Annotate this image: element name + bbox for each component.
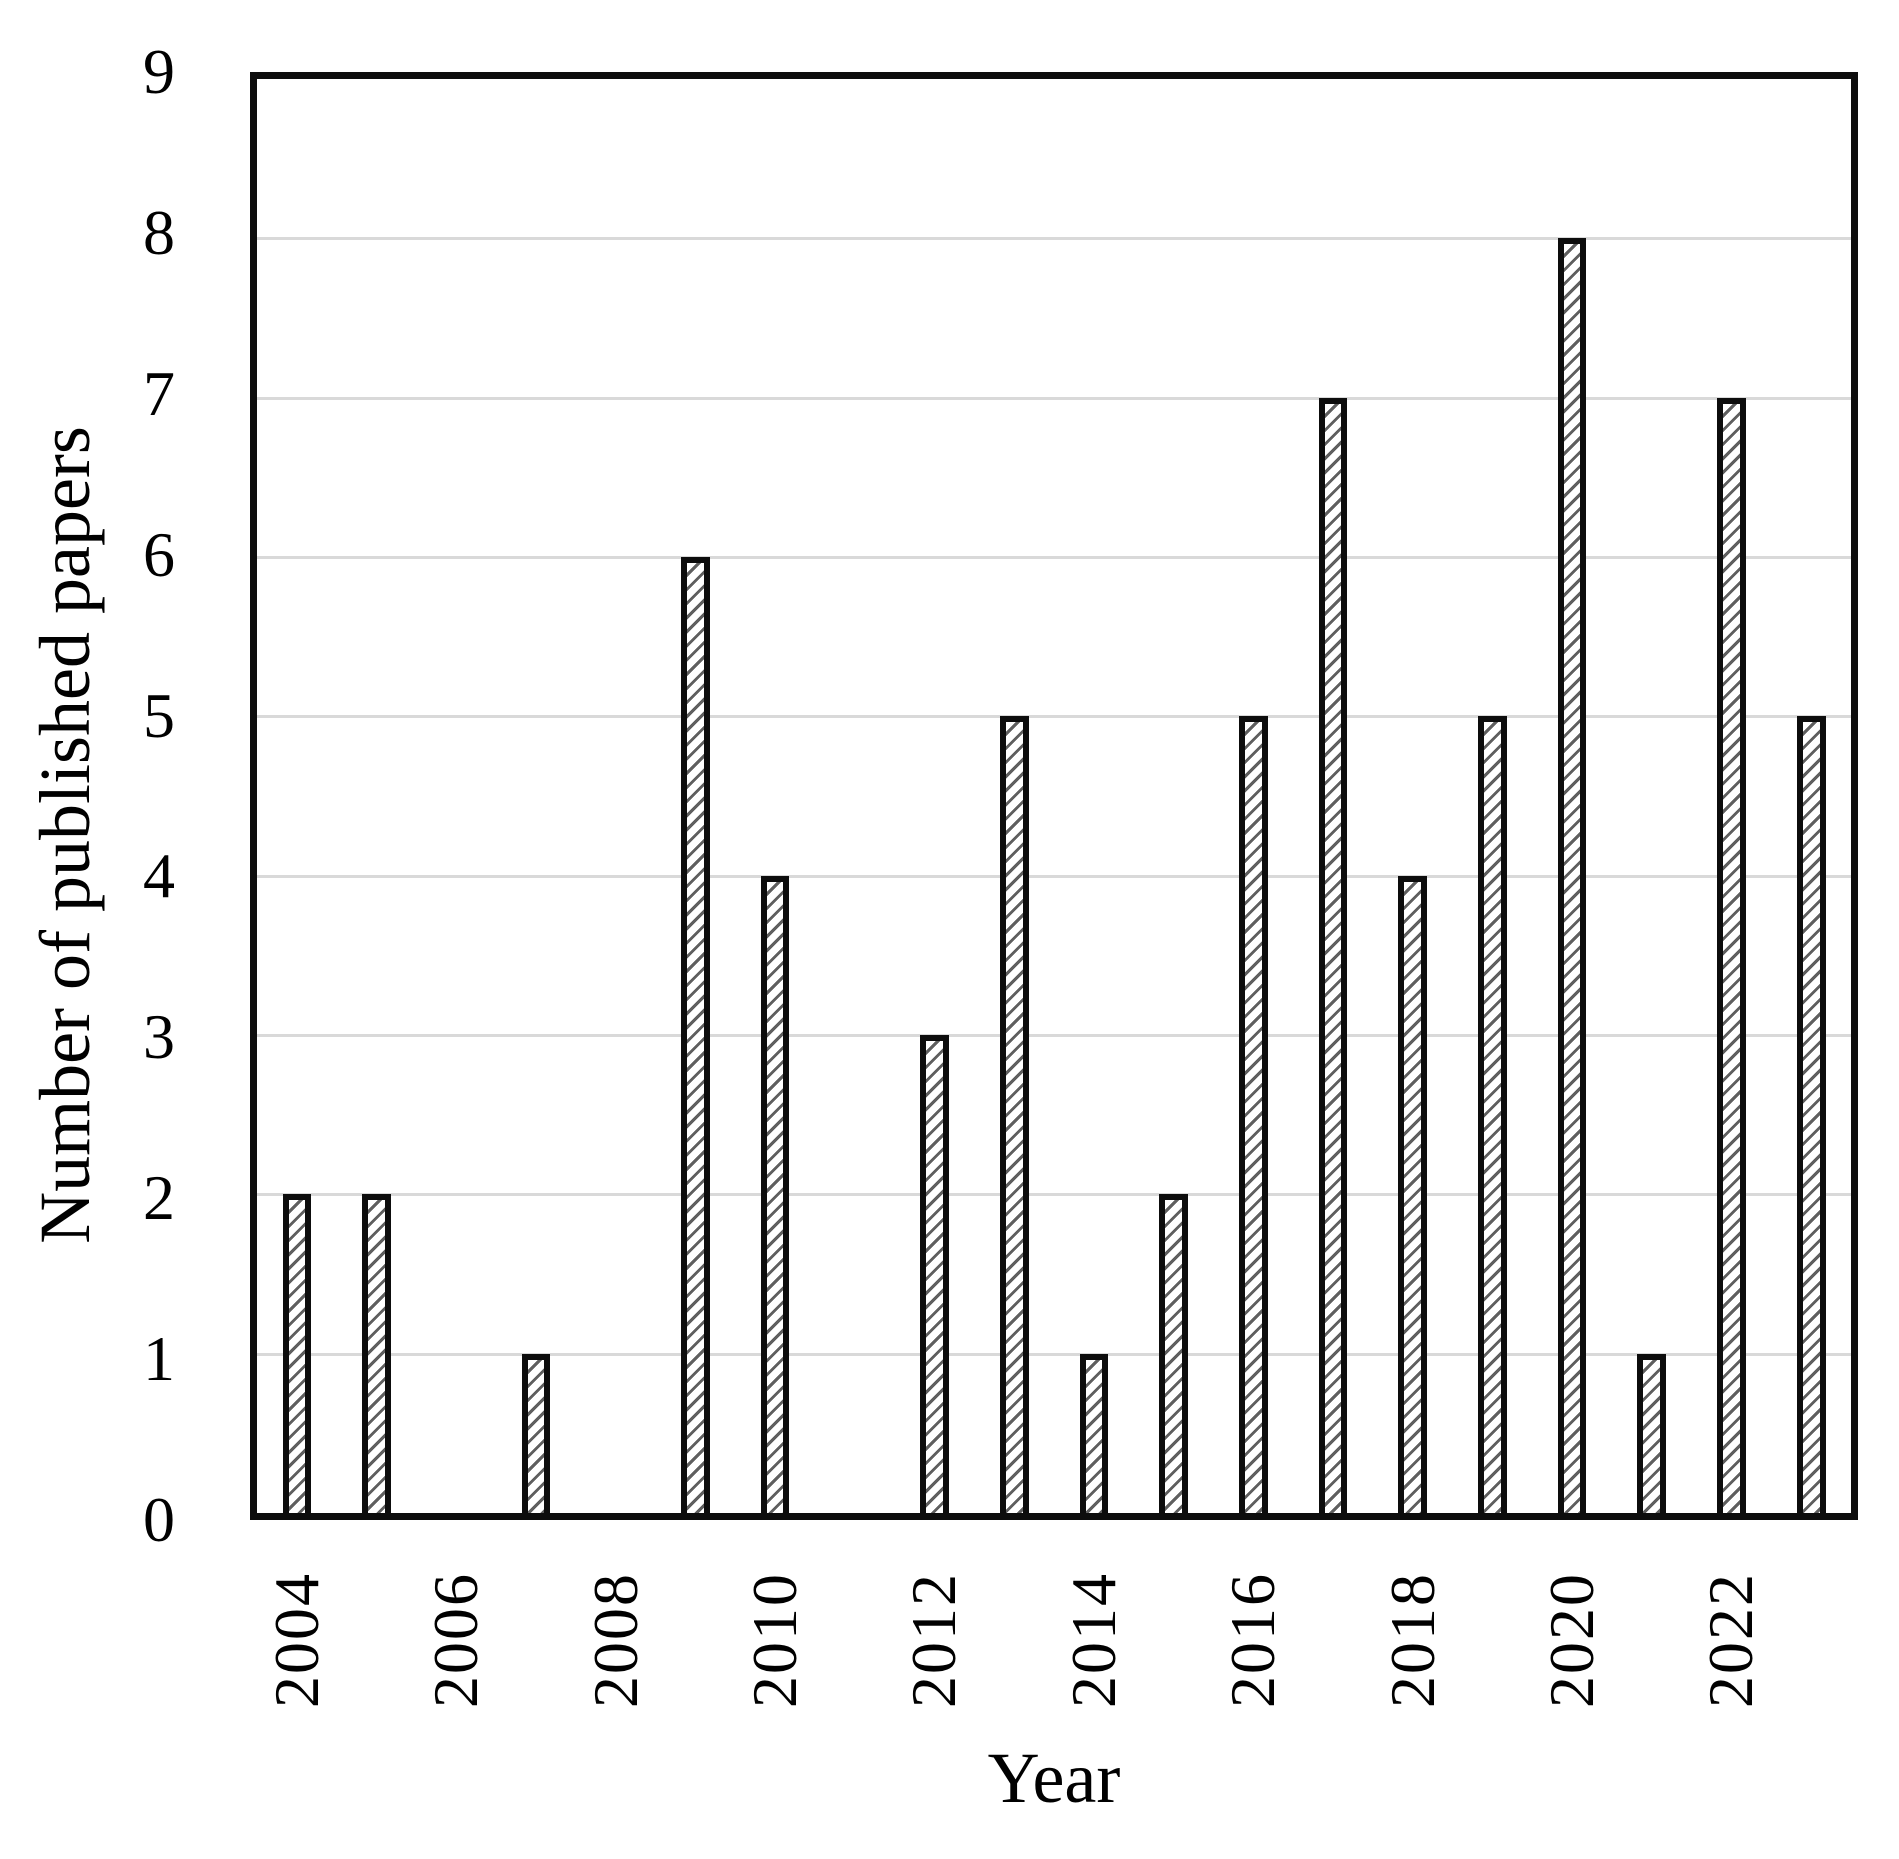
bar-2012 [920, 1035, 949, 1513]
bar-2017 [1318, 397, 1348, 1513]
bar-2014 [1079, 1353, 1109, 1513]
bar-slot-2009 [656, 79, 736, 1513]
gridline-y-7 [257, 396, 1851, 400]
bar-slot-2023 [1771, 79, 1851, 1513]
gridline-y-3 [257, 1034, 1851, 1037]
gridline-y-6 [257, 556, 1851, 559]
y-tick-label-2: 2 [143, 1162, 175, 1234]
gridline-y-1 [257, 1352, 1851, 1356]
x-tick-label-2012: 2012 [898, 1572, 970, 1708]
y-tick-label-0: 0 [143, 1484, 175, 1555]
bar-slot-2014 [1054, 79, 1134, 1513]
bar-2007 [521, 1353, 551, 1513]
y-tick-label-8: 8 [143, 196, 175, 268]
bar-slot-2020 [1532, 79, 1612, 1513]
bar-2018 [1398, 875, 1428, 1513]
bar-2009 [681, 557, 710, 1513]
x-axis-title: Year [987, 1738, 1121, 1818]
bar-slot-2017 [1293, 79, 1373, 1513]
y-tick-label-3: 3 [143, 1001, 175, 1073]
bar-slot-2006 [416, 79, 496, 1513]
bar-2022 [1717, 397, 1746, 1513]
x-tick-label-2008: 2008 [579, 1572, 651, 1708]
bar-slot-2016 [1213, 79, 1293, 1513]
bar-2005 [362, 1194, 391, 1513]
bar-slot-2019 [1453, 79, 1533, 1513]
bar-slot-2022 [1692, 79, 1772, 1513]
bar-slot-2015 [1134, 79, 1214, 1513]
bar-2004 [282, 1194, 312, 1513]
y-tick-label-6: 6 [143, 518, 175, 590]
bar-slot-2005 [337, 79, 417, 1513]
bar-slot-2011 [815, 79, 895, 1513]
y-tick-label-9: 9 [143, 36, 175, 107]
x-tick-label-2022: 2022 [1695, 1572, 1767, 1708]
bar-slot-2008 [576, 79, 656, 1513]
gridline-y-2 [257, 1193, 1851, 1197]
y-tick-label-1: 1 [143, 1323, 175, 1395]
x-tick-label-2004: 2004 [260, 1572, 332, 1708]
x-tick-label-2016: 2016 [1217, 1572, 1289, 1708]
bar-2021 [1637, 1353, 1667, 1513]
x-tick-label-2018: 2018 [1376, 1572, 1448, 1708]
bar-2016 [1238, 716, 1268, 1513]
bar-slot-2018 [1373, 79, 1453, 1513]
x-tick-label-2006: 2006 [420, 1572, 492, 1708]
bar-2020 [1557, 238, 1587, 1513]
x-tick-label-2020: 2020 [1535, 1572, 1607, 1708]
gridline-y-5 [257, 715, 1851, 719]
bar-2023 [1796, 716, 1826, 1513]
y-axis-title: Number of published papers [25, 426, 105, 1244]
bar-slot-2007 [496, 79, 576, 1513]
plot-area [250, 72, 1858, 1520]
bar-slot-2021 [1612, 79, 1692, 1513]
bar-slot-2010 [735, 79, 815, 1513]
bar-slot-2004 [257, 79, 337, 1513]
bar-2015 [1159, 1194, 1188, 1513]
bar-2013 [999, 716, 1029, 1513]
x-tick-label-2010: 2010 [738, 1572, 810, 1708]
bar-slot-2012 [895, 79, 975, 1513]
y-tick-label-5: 5 [143, 679, 175, 751]
gridline-y-4 [257, 874, 1851, 878]
bar-2019 [1478, 716, 1507, 1513]
bar-2010 [760, 875, 790, 1513]
x-tick-label-2014: 2014 [1057, 1572, 1129, 1708]
gridline-y-8 [257, 237, 1851, 241]
y-tick-label-7: 7 [143, 357, 175, 429]
bar-slot-2013 [974, 79, 1054, 1513]
bars-layer [257, 79, 1851, 1513]
y-tick-label-4: 4 [143, 840, 175, 912]
